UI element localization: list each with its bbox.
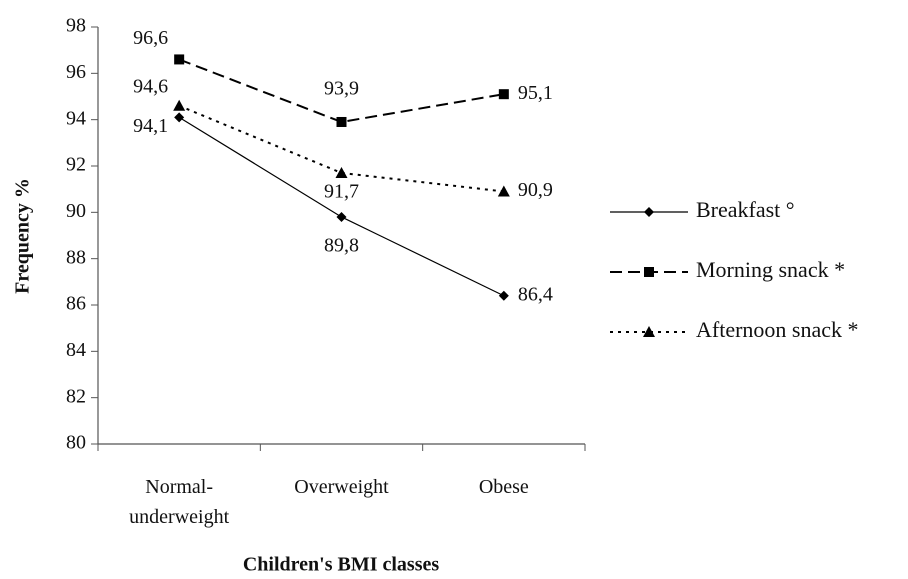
- legend-label: Morning snack *: [696, 257, 845, 282]
- y-tick-label: 92: [66, 154, 86, 176]
- value-label: 89,8: [324, 235, 359, 257]
- marker: [336, 116, 347, 127]
- x-tick-label: Normal-underweight: [129, 476, 230, 528]
- value-label: 86,4: [518, 283, 553, 305]
- x-tick-label: Obese: [478, 476, 529, 498]
- x-tick-label: Overweight: [294, 476, 389, 498]
- y-tick-label: 90: [66, 200, 86, 222]
- value-label: 94,6: [133, 75, 168, 97]
- y-tick-label: 94: [66, 107, 86, 129]
- legend-marker: [644, 207, 654, 217]
- value-label: 90,9: [518, 179, 553, 201]
- marker: [174, 54, 185, 65]
- marker: [498, 290, 509, 301]
- series-line: [178, 104, 504, 193]
- y-tick-label: 98: [66, 15, 86, 37]
- y-axis-title: Frequency %: [12, 178, 34, 294]
- y-tick-label: 84: [66, 339, 86, 361]
- value-label: 96,6: [133, 27, 168, 49]
- legend-label: Breakfast °: [696, 197, 795, 222]
- y-tick-label: 96: [66, 61, 86, 83]
- value-label: 91,7: [324, 181, 359, 203]
- y-tick-label: 88: [66, 246, 86, 268]
- marker: [497, 185, 510, 197]
- y-tick-label: 80: [66, 432, 86, 454]
- value-label: 93,9: [324, 78, 359, 100]
- marker: [174, 112, 185, 123]
- legend-label: Afternoon snack *: [696, 317, 859, 342]
- value-label: 94,1: [133, 115, 168, 137]
- marker: [335, 166, 348, 178]
- series-line: [178, 116, 505, 297]
- legend-marker: [644, 267, 654, 277]
- marker: [498, 89, 509, 100]
- marker: [173, 99, 186, 111]
- y-tick-label: 86: [66, 293, 86, 315]
- legend-marker: [643, 326, 655, 337]
- marker: [336, 211, 347, 222]
- x-axis-title: Children's BMI classes: [243, 554, 440, 576]
- y-tick-label: 82: [66, 385, 86, 407]
- value-label: 95,1: [518, 82, 553, 104]
